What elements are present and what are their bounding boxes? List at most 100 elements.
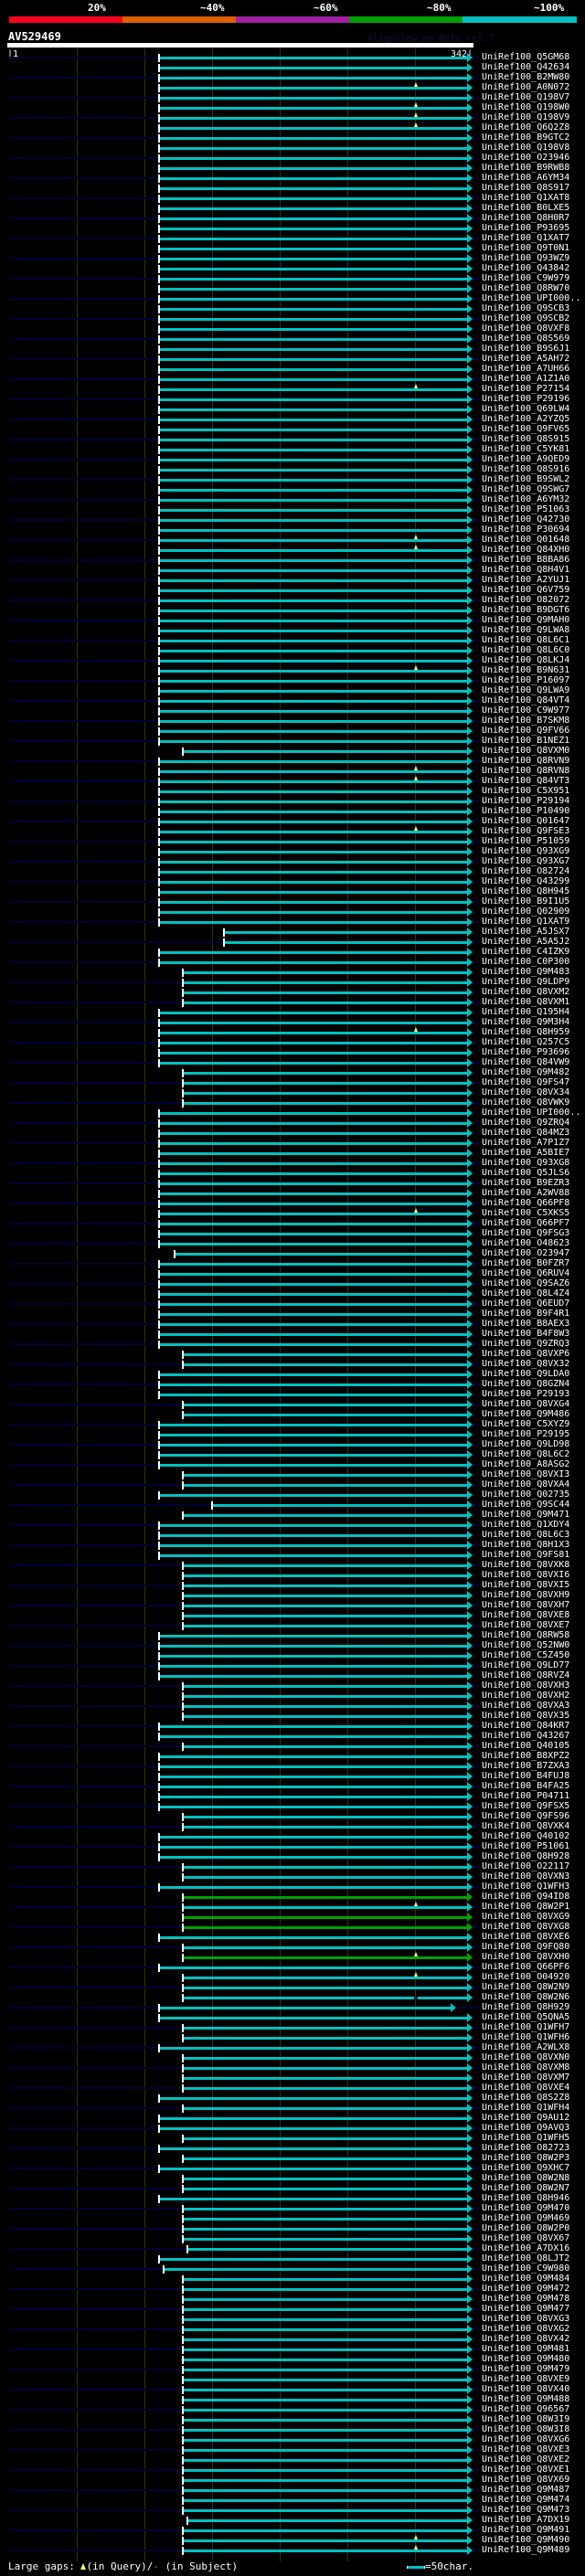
- hit-label[interactable]: UniRef100_Q42730: [482, 514, 570, 525]
- hit-label[interactable]: UniRef100_Q5QNA5: [482, 2012, 570, 2022]
- hit-label[interactable]: UniRef100_A5AH72: [482, 354, 570, 364]
- hit-label[interactable]: UniRef100_Q8S917: [482, 183, 570, 193]
- hit-label[interactable]: UniRef100_P51063: [482, 504, 570, 514]
- hit-label[interactable]: UniRef100_Q8VXH2: [482, 1691, 570, 1701]
- hit-label[interactable]: UniRef100_Q9AVQ3: [482, 2123, 570, 2133]
- hit-label[interactable]: UniRef100_B7SKM8: [482, 716, 570, 726]
- hit-label[interactable]: UniRef100_Q8LJT2: [482, 2253, 570, 2263]
- hit-label[interactable]: UniRef100_Q9LDA0: [482, 1369, 570, 1379]
- hit-label[interactable]: UniRef100_Q9M489: [482, 2545, 570, 2555]
- hit-label[interactable]: UniRef100_Q8VX34: [482, 1087, 570, 1097]
- hit-label[interactable]: UniRef100_Q9M472: [482, 2284, 570, 2294]
- hit-label[interactable]: UniRef100_B1NEZ1: [482, 736, 570, 746]
- hit-label[interactable]: UniRef100_Q9M3H4: [482, 1017, 570, 1027]
- hit-label[interactable]: UniRef100_Q8L6C1: [482, 635, 570, 645]
- hit-label[interactable]: UniRef100_Q8VXM2: [482, 987, 570, 997]
- hit-label[interactable]: UniRef100_Q198V8: [482, 143, 570, 153]
- hit-label[interactable]: UniRef100_Q8VXK8: [482, 1560, 570, 1570]
- hit-label[interactable]: UniRef100_Q8L6C2: [482, 1449, 570, 1459]
- hit-label[interactable]: UniRef100_Q9FV66: [482, 726, 570, 736]
- hit-label[interactable]: UniRef100_B7ZXA3: [482, 1761, 570, 1771]
- hit-label[interactable]: UniRef100_Q8W3I9: [482, 2414, 570, 2424]
- hit-label[interactable]: UniRef100_Q9SC44: [482, 1500, 570, 1510]
- hit-label[interactable]: UniRef100_Q9ZRQ4: [482, 1118, 570, 1128]
- hit-label[interactable]: UniRef100_Q94ID8: [482, 1892, 570, 1902]
- hit-label[interactable]: UniRef100_Q198V7: [482, 92, 570, 102]
- hit-label[interactable]: UniRef100_Q9FQ80: [482, 1942, 570, 1952]
- hit-label[interactable]: UniRef100_Q8VX32: [482, 1359, 570, 1369]
- hit-label[interactable]: UniRef100_Q9SWG7: [482, 484, 570, 494]
- hit-label[interactable]: UniRef100_Q8VXN0: [482, 2052, 570, 2062]
- hit-label[interactable]: UniRef100_Q9FV65: [482, 424, 570, 434]
- hit-label[interactable]: UniRef100_Q96567: [482, 2404, 570, 2414]
- hit-label[interactable]: UniRef100_P29196: [482, 394, 570, 404]
- hit-label[interactable]: UniRef100_A9QED9: [482, 454, 570, 464]
- hit-label[interactable]: UniRef100_Q84VT3: [482, 776, 570, 786]
- hit-label[interactable]: UniRef100_Q8S569: [482, 334, 570, 344]
- hit-label[interactable]: UniRef100_Q8VX40: [482, 2384, 570, 2394]
- hit-label[interactable]: UniRef100_Q8VXK4: [482, 1821, 570, 1831]
- hit-label[interactable]: UniRef100_Q8RW58: [482, 1630, 570, 1640]
- hit-label[interactable]: UniRef100_Q8LKJ4: [482, 655, 570, 665]
- hit-label[interactable]: UniRef100_B4F8W3: [482, 1329, 570, 1339]
- hit-label[interactable]: UniRef100_Q1XAT8: [482, 193, 570, 203]
- hit-label[interactable]: UniRef100_Q01648: [482, 535, 570, 545]
- hit-label[interactable]: UniRef100_Q9M478: [482, 2294, 570, 2304]
- hit-label[interactable]: UniRef100_A5BIE7: [482, 1148, 570, 1158]
- hit-label[interactable]: UniRef100_Q1XAT7: [482, 233, 570, 243]
- hit-label[interactable]: UniRef100_A7P1Z7: [482, 1138, 570, 1148]
- hit-label[interactable]: UniRef100_O23947: [482, 1248, 570, 1258]
- hit-label[interactable]: UniRef100_Q9LD98: [482, 1439, 570, 1449]
- hit-label[interactable]: UniRef100_A2YUJ1: [482, 575, 570, 585]
- hit-label[interactable]: UniRef100_Q8VX67: [482, 2233, 570, 2243]
- hit-label[interactable]: UniRef100_Q8VXE7: [482, 1620, 570, 1630]
- hit-label[interactable]: UniRef100_UPI000..: [482, 1108, 581, 1118]
- hit-label[interactable]: UniRef100_B8BA86: [482, 555, 570, 565]
- hit-label[interactable]: UniRef100_Q43299: [482, 876, 570, 886]
- hit-label[interactable]: UniRef100_Q9FS47: [482, 1077, 570, 1087]
- hit-label[interactable]: UniRef100_Q8VXM7: [482, 2072, 570, 2083]
- hit-label[interactable]: UniRef100_Q8VXG4: [482, 1399, 570, 1409]
- hit-label[interactable]: UniRef100_Q8VXE2: [482, 2454, 570, 2465]
- hit-label[interactable]: UniRef100_A5A5J2: [482, 937, 570, 947]
- hit-label[interactable]: UniRef100_A2WLX8: [482, 2042, 570, 2052]
- hit-label[interactable]: UniRef100_Q8H0R7: [482, 213, 570, 223]
- hit-label[interactable]: UniRef100_Q9M482: [482, 1067, 570, 1077]
- hit-label[interactable]: UniRef100_O48623: [482, 1238, 570, 1248]
- hit-label[interactable]: UniRef100_P27154: [482, 384, 570, 394]
- hit-label[interactable]: UniRef100_Q9LD77: [482, 1660, 570, 1670]
- hit-label[interactable]: UniRef100_Q93XG8: [482, 1158, 570, 1168]
- hit-label[interactable]: UniRef100_Q8W3I8: [482, 2424, 570, 2434]
- hit-label[interactable]: UniRef100_P30694: [482, 525, 570, 535]
- hit-label[interactable]: UniRef100_C5Z450: [482, 1650, 570, 1660]
- hit-label[interactable]: UniRef100_Q93WZ9: [482, 253, 570, 263]
- hit-label[interactable]: UniRef100_Q9XHC7: [482, 2163, 570, 2173]
- hit-label[interactable]: UniRef100_Q8VXI3: [482, 1469, 570, 1479]
- hit-label[interactable]: UniRef100_Q02909: [482, 906, 570, 917]
- hit-label[interactable]: UniRef100_Q8VXH9: [482, 1590, 570, 1600]
- hit-label[interactable]: UniRef100_C5X951: [482, 786, 570, 796]
- hit-label[interactable]: UniRef100_B9GTC2: [482, 133, 570, 143]
- hit-label[interactable]: UniRef100_Q52NW0: [482, 1640, 570, 1650]
- hit-label[interactable]: UniRef100_B0FZR7: [482, 1258, 570, 1268]
- hit-label[interactable]: UniRef100_O22117: [482, 1861, 570, 1871]
- hit-label[interactable]: UniRef100_Q9M484: [482, 2274, 570, 2284]
- hit-label[interactable]: UniRef100_Q1WFH3: [482, 1882, 570, 1892]
- hit-label[interactable]: UniRef100_Q9M474: [482, 2495, 570, 2505]
- hit-label[interactable]: UniRef100_P51059: [482, 836, 570, 846]
- hit-label[interactable]: UniRef100_Q9FS96: [482, 1811, 570, 1821]
- hit-label[interactable]: UniRef100_Q9MAH0: [482, 615, 570, 625]
- hit-label[interactable]: UniRef100_B9I1U5: [482, 896, 570, 906]
- hit-label[interactable]: UniRef100_Q8H4V1: [482, 565, 570, 575]
- hit-label[interactable]: UniRef100_A6YM34: [482, 173, 570, 183]
- hit-label[interactable]: UniRef100_Q1XAT9: [482, 917, 570, 927]
- hit-label[interactable]: UniRef100_O04920: [482, 1972, 570, 1982]
- hit-label[interactable]: UniRef100_Q1WFH7: [482, 2022, 570, 2032]
- hit-label[interactable]: UniRef100_Q66PF7: [482, 1218, 570, 1228]
- hit-label[interactable]: UniRef100_C0P300: [482, 957, 570, 967]
- hit-label[interactable]: UniRef100_Q8W2P0: [482, 2223, 570, 2233]
- hit-label[interactable]: UniRef100_Q8S2Z8: [482, 2093, 570, 2103]
- hit-label[interactable]: UniRef100_Q1WFH5: [482, 2133, 570, 2143]
- hit-label[interactable]: UniRef100_Q8VXG9: [482, 1912, 570, 1922]
- hit-label[interactable]: UniRef100_Q8VX69: [482, 2475, 570, 2485]
